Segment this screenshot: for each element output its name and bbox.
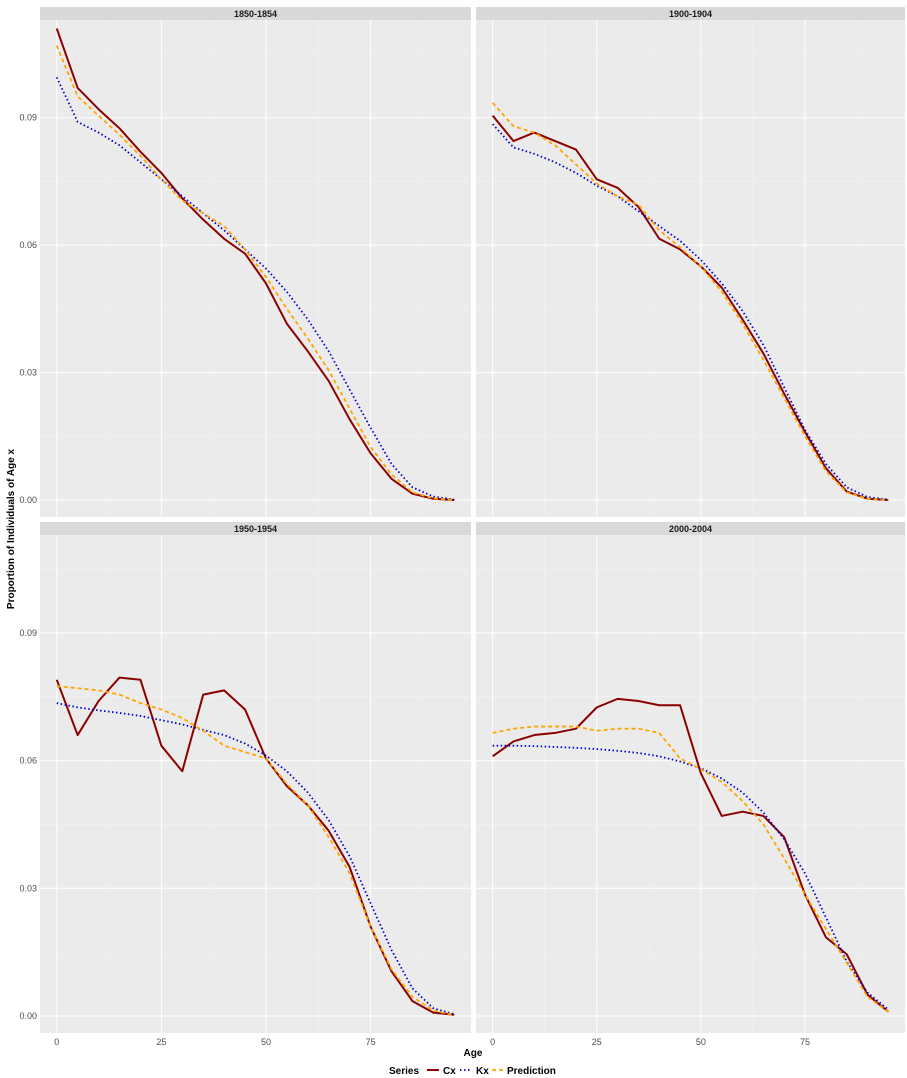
x-tick-label: 50 <box>261 1037 271 1047</box>
panel-strip-title: 1900-1904 <box>669 9 712 19</box>
panel-strip <box>40 522 471 535</box>
legend-title: Series <box>389 1066 419 1077</box>
panel-background <box>476 535 905 1033</box>
y-tick-label: 0.00 <box>19 1011 37 1021</box>
x-tick-label: 25 <box>156 1037 166 1047</box>
panel-background <box>476 20 905 517</box>
series-line-prediction <box>491 102 889 501</box>
y-tick-label: 0.06 <box>19 240 37 250</box>
x-tick-label: 75 <box>366 1037 376 1047</box>
panel-2000-2004: 2000-2004 0 25 50 75 <box>476 522 905 1047</box>
x-axis-title: Age <box>464 1048 483 1059</box>
legend-label-cx: Cx <box>443 1066 456 1077</box>
panel-strip-title: 2000-2004 <box>669 524 712 534</box>
panel-strip-title: 1950-1954 <box>234 524 277 534</box>
y-tick-label: 0.09 <box>19 628 37 638</box>
legend-label-prediction: Prediction <box>507 1066 556 1077</box>
series-line-prediction <box>56 685 455 1016</box>
panel-background <box>40 535 471 1033</box>
series-line-prediction <box>55 45 455 501</box>
y-tick-label: 0.06 <box>19 756 37 766</box>
series-line-cx <box>55 28 455 502</box>
y-tick-label: 0.03 <box>19 883 37 893</box>
panel-strip <box>40 7 471 20</box>
x-tick-label: 25 <box>592 1037 602 1047</box>
x-tick-label: 0 <box>54 1037 59 1047</box>
y-tick-label: 0.00 <box>19 495 37 505</box>
panel-1900-1904: 1900-1904 <box>476 7 905 517</box>
x-tick-label: 50 <box>696 1037 706 1047</box>
panel-strip-title: 1850-1854 <box>234 9 277 19</box>
series-line-kx <box>491 123 889 501</box>
series-line-prediction <box>492 725 889 1013</box>
series-line-cx <box>492 697 889 1013</box>
y-tick-label: 0.03 <box>19 368 37 378</box>
panel-strip <box>476 7 905 20</box>
legend-label-kx: Kx <box>476 1066 489 1077</box>
x-tick-label: 75 <box>800 1037 810 1047</box>
series-line-kx <box>56 702 455 1016</box>
panel-strip <box>476 522 905 535</box>
panel-1850-1854: 1850-1854 0.00 0.03 0.06 0.09 <box>19 7 471 517</box>
x-tick-label: 0 <box>490 1037 495 1047</box>
y-axis-title: Proportion of Individuals of Age x <box>6 448 17 609</box>
y-tick-label: 0.09 <box>19 113 37 123</box>
panels-layer: 1850-1854 0.00 0.03 0.06 0.09 1900-1904 1950-1… <box>19 7 905 1047</box>
panel-1950-1954: 1950-1954 0.00 0.03 0.06 0.09 0 25 50 75 <box>19 522 471 1047</box>
legend: Series Cx Kx Prediction <box>389 1066 556 1077</box>
